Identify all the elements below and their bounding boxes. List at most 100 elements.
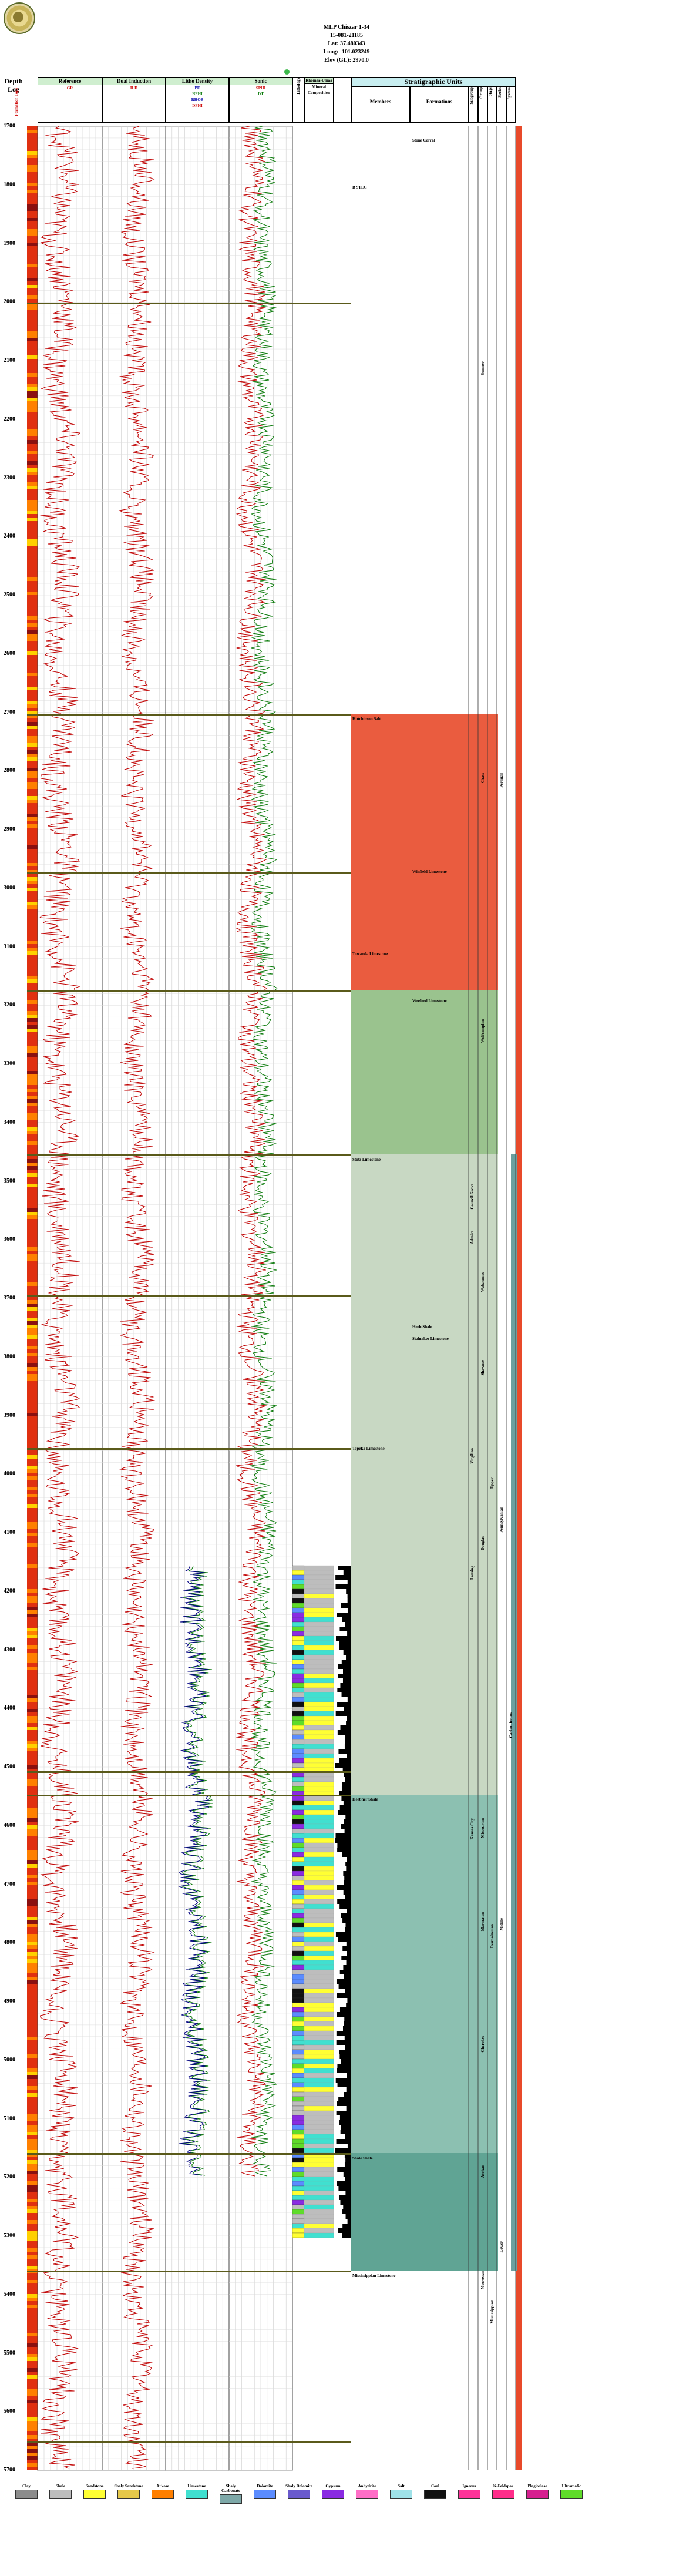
rhomaa-cell <box>304 1574 334 1580</box>
rhomaa-cell <box>304 1635 334 1641</box>
rhomaa-cell <box>304 1983 334 1989</box>
depth-strip-cell <box>27 1173 38 1177</box>
depth-strip-cell <box>27 1335 38 1339</box>
lithology-cell <box>292 1908 305 1914</box>
depth-strip-cell <box>27 1029 38 1032</box>
depth-strip-cell <box>27 648 38 651</box>
lithology-cell <box>292 1974 305 1980</box>
depth-strip-cell <box>27 1857 38 1860</box>
mineral-bar <box>345 2158 351 2162</box>
depth-strip-cell <box>27 627 38 630</box>
lithology-cell <box>292 1819 305 1825</box>
rhomaa-cell <box>304 2068 334 2074</box>
track-header-lithology: Lithology <box>292 77 304 123</box>
lithology-cell <box>292 1692 305 1698</box>
rhomaa-cell <box>304 2049 334 2055</box>
mineral-bar <box>343 1890 351 1895</box>
lithology-cell <box>292 2030 305 2036</box>
depth-strip-cell <box>27 218 38 221</box>
depth-strip-cell <box>27 983 38 986</box>
depth-strip-cell <box>27 348 38 352</box>
depth-strip-cell <box>27 807 38 810</box>
rhomaa-cell <box>304 1908 334 1914</box>
rhomaa-cell <box>304 1903 334 1909</box>
depth-strip-cell <box>27 2435 38 2439</box>
depth-label: 2000 <box>4 298 15 305</box>
depth-strip-cell <box>27 1113 38 1117</box>
mineral-bar <box>339 1641 351 1645</box>
depth-strip-cell <box>27 1677 38 1681</box>
track-header-sonic: Sonic SPHI DT <box>229 77 292 123</box>
depth-strip-cell <box>27 546 38 549</box>
depth-strip-cell <box>27 958 38 962</box>
depth-strip-cell <box>27 1882 38 1885</box>
mineral-bar <box>339 1791 351 1796</box>
depth-strip-cell <box>27 2001 38 2005</box>
depth-strip-cell <box>27 1603 38 1607</box>
depth-strip-cell <box>27 1638 38 1642</box>
lithology-cell <box>292 1612 305 1618</box>
lithology-cell <box>292 1852 305 1858</box>
depth-strip-cell <box>27 708 38 711</box>
lithology-cell <box>292 2185 305 2191</box>
depth-strip-cell <box>27 1519 38 1522</box>
mineral-bar <box>340 2130 351 2134</box>
depth-strip-cell <box>27 1395 38 1399</box>
legend-swatch <box>288 2490 310 2499</box>
depth-strip-cell <box>27 623 38 627</box>
mineral-bar <box>339 1627 351 1631</box>
depth-label: 1700 <box>4 123 15 129</box>
mineral-bar <box>340 1725 351 1730</box>
legend-swatch <box>220 2494 242 2504</box>
rhomaa-cell <box>304 2044 334 2050</box>
depth-strip-cell <box>27 881 38 884</box>
lithology-cell <box>292 1593 305 1599</box>
track-header-dual-induction: Dual Induction ILD <box>102 77 166 123</box>
series-label: Desmoinesian <box>490 1924 494 1949</box>
depth-strip-cell <box>27 690 38 694</box>
rhomaa-cell <box>304 2214 334 2219</box>
lithology-cell <box>292 2110 305 2116</box>
depth-strip-cell <box>27 1416 38 1420</box>
lithology-cell <box>292 2176 305 2182</box>
depth-strip-cell <box>27 246 38 250</box>
depth-strip-cell <box>27 1367 38 1371</box>
lithology-cell <box>292 1584 305 1590</box>
depth-strip-cell <box>27 2329 38 2333</box>
depth-strip-cell <box>27 2262 38 2266</box>
mineral-bar <box>336 1993 351 1998</box>
depth-strip-cell <box>27 1159 38 1163</box>
status-dot-icon <box>284 69 290 75</box>
mineral-bar <box>339 1904 351 1909</box>
lithology-cell <box>292 2058 305 2064</box>
depth-strip-cell <box>27 1691 38 1695</box>
depth-strip-cell <box>27 144 38 147</box>
formation-top-line <box>27 1771 351 1773</box>
depth-strip-cell <box>27 1825 38 1829</box>
depth-strip-cell <box>27 1222 38 1226</box>
depth-strip-cell <box>27 1170 38 1173</box>
depth-strip-cell <box>27 2231 38 2234</box>
depth-strip-cell <box>27 637 38 641</box>
depth-strip-cell <box>27 993 38 997</box>
depth-strip-cell <box>27 433 38 436</box>
mineral-bar <box>339 1758 351 1763</box>
depth-strip-cell <box>27 2305 38 2308</box>
depth-strip-cell <box>27 1744 38 1748</box>
lithology-cell <box>292 1875 305 1881</box>
depth-strip-cell <box>27 1307 38 1311</box>
depth-strip-cell <box>27 898 38 902</box>
depth-strip-cell <box>27 1441 38 1445</box>
rhomaa-cell <box>304 1955 334 1961</box>
depth-label: 3800 <box>4 1353 15 1360</box>
lithology-cell <box>292 2091 305 2097</box>
depth-strip-cell <box>27 1589 38 1593</box>
depth-strip-cell <box>27 856 38 859</box>
lithology-cell <box>292 1626 305 1632</box>
depth-strip-cell <box>27 1067 38 1071</box>
mineral-bar <box>335 2078 351 2083</box>
mineral-bar <box>344 2021 351 2026</box>
depth-label: 4200 <box>4 1587 15 1594</box>
depth-strip-cell <box>27 2093 38 2097</box>
series-label: Atokan <box>480 2165 485 2178</box>
